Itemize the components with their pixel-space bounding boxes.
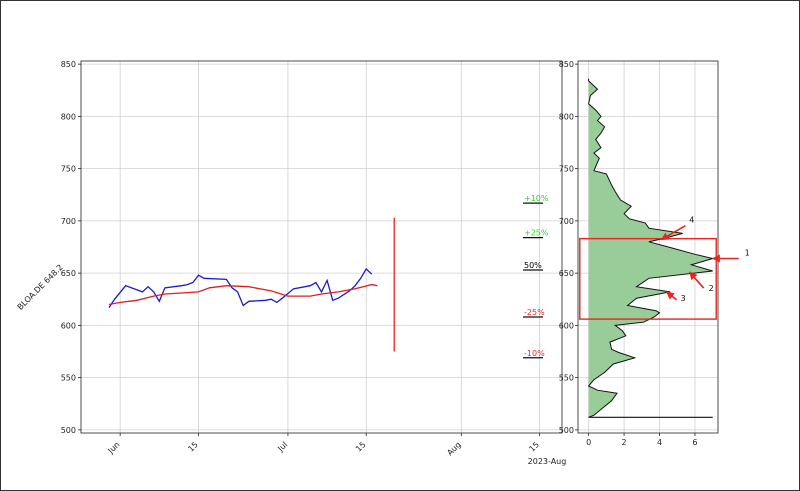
- level-label: -25%: [524, 308, 545, 317]
- tick-label-y: 500: [61, 426, 76, 435]
- level-labels: +10% +25% 50% -25% -10%: [523, 194, 549, 359]
- annotation-label: 1: [745, 248, 750, 257]
- tick-label-y: 500: [559, 426, 574, 435]
- tick-label-x: 6: [692, 438, 697, 447]
- tick-label-x: 0: [586, 438, 591, 447]
- tick-label-y: 600: [61, 321, 76, 330]
- annotation-arrow: [689, 271, 705, 289]
- tick-label-x: 15: [527, 440, 541, 454]
- tick-label-y: 850: [61, 60, 76, 69]
- right-axis: 500 550 600 650 700 750 800 850 0 2 4 6: [559, 60, 719, 447]
- right-plot-border: [577, 60, 719, 434]
- price-series-line: [108, 267, 373, 308]
- level-label: 50%: [524, 261, 542, 270]
- tick-label-y: 750: [559, 165, 574, 174]
- level-label: +10%: [524, 194, 549, 203]
- annotation-arrow: [665, 291, 678, 301]
- left-grid: [81, 61, 562, 433]
- volume-profile-outline: [587, 78, 715, 418]
- left-plot: [108, 217, 395, 352]
- tick-label-y: 650: [61, 269, 76, 278]
- tick-label-y: 650: [559, 269, 574, 278]
- tick-label-y: 700: [61, 217, 76, 226]
- tick-label-y: 550: [61, 374, 76, 383]
- tick-label-y: 550: [559, 374, 574, 383]
- annotation-label: 4: [689, 216, 694, 225]
- annotation-label: 3: [681, 294, 686, 303]
- tick-label-y: 800: [559, 112, 574, 121]
- left-axis: 500 550 600 650 700 750 800 850 Jun 15 Jul 15 Aug 15: [61, 60, 563, 457]
- tick-label-y: 750: [61, 165, 76, 174]
- y-axis-label: BLOA.DE 648.2: [16, 263, 65, 312]
- tick-label-y: 800: [61, 112, 76, 121]
- highlight-box: [579, 237, 717, 320]
- right-plot: [579, 78, 717, 418]
- volume-profile-fill: [588, 78, 713, 418]
- level-label: +25%: [524, 229, 549, 238]
- tick-label-y: 850: [559, 60, 574, 69]
- average-series-line: [108, 283, 378, 306]
- tick-label-x: 15: [186, 440, 200, 454]
- tick-label-y: 600: [559, 321, 574, 330]
- tick-label-x: 15: [354, 440, 368, 454]
- annotations: 1 2 3 4: [660, 216, 750, 303]
- x-axis-label: 2023-Aug: [528, 457, 567, 466]
- level-label: -10%: [524, 349, 545, 358]
- tick-label-x: 4: [657, 438, 662, 447]
- tick-label-x: 2: [622, 438, 627, 447]
- tick-label-x: Aug: [445, 440, 462, 457]
- tick-label-x: Jun: [106, 440, 122, 456]
- tick-label-x: Jul: [275, 440, 289, 454]
- tick-label-y: 700: [559, 217, 574, 226]
- annotation-label: 2: [709, 284, 714, 293]
- annotation-arrow: [660, 224, 686, 241]
- left-plot-border: [80, 60, 563, 434]
